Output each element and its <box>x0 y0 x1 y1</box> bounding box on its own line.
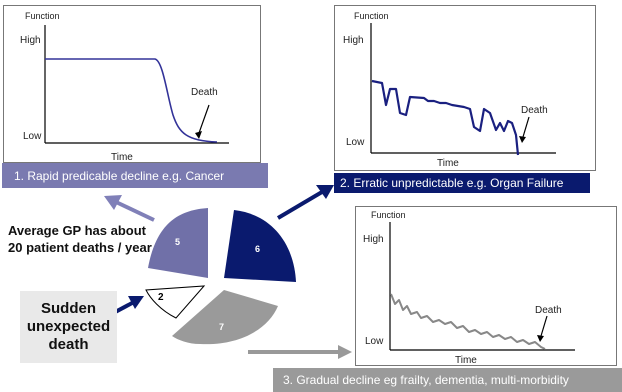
panel3-death-label: Death <box>535 305 562 316</box>
pie-segment-2-label: 2 <box>158 292 164 303</box>
panel1-death-arrowhead <box>195 131 202 139</box>
arrow-sudden-head <box>128 296 144 309</box>
panel-erratic-decline: Function High Low Time Death <box>334 5 596 171</box>
panel1-low-label: Low <box>23 131 42 142</box>
panel2-death-arrowhead <box>519 136 526 143</box>
panel1-x-label: Time <box>111 152 133 163</box>
sudden-line2: unexpected <box>26 318 111 335</box>
arrow-to-panel1-head <box>104 195 122 210</box>
pie-segment-5 <box>148 208 208 278</box>
panel2-y-label: Function <box>354 11 389 21</box>
panel1-curve <box>45 58 218 143</box>
panel2-x-label: Time <box>437 158 459 169</box>
panel1-death-arrow <box>198 104 210 134</box>
panel-gradual-decline: Function High Low Time Death <box>355 206 617 366</box>
arrow-to-panel2-head <box>316 185 334 199</box>
panel2-curve <box>371 79 520 156</box>
sudden-line1: Sudden <box>40 300 96 317</box>
pie-segment-7-label: 7 <box>219 322 224 332</box>
sudden-death-box: Sudden unexpected death <box>20 291 117 363</box>
panel3-death-arrowhead <box>537 335 544 342</box>
arrow-to-panel3-head <box>338 345 352 359</box>
panel1-high-label: High <box>20 35 41 46</box>
panel2-high-label: High <box>343 35 364 46</box>
pie-segment-6-label: 6 <box>255 244 260 254</box>
panel3-death-arrow <box>540 315 548 337</box>
panel2-caption: 2. Erratic unpredictable e.g. Organ Fail… <box>333 172 591 194</box>
panel3-caption: 3. Gradual decline eg frailty, dementia,… <box>273 368 622 392</box>
panel3-x-label: Time <box>455 355 477 366</box>
panel3-high-label: High <box>363 234 384 245</box>
panel3-y-label: Function <box>371 210 406 220</box>
panel1-death-label: Death <box>191 87 218 98</box>
pie-segment-6 <box>224 210 296 282</box>
panel1-caption: 1. Rapid predicable decline e.g. Cancer <box>2 163 268 188</box>
arrow-to-panel2 <box>276 190 324 220</box>
panel3-low-label: Low <box>365 336 384 347</box>
pie-segment-7 <box>172 290 278 345</box>
panel3-curve <box>390 293 546 350</box>
arrow-to-panel1 <box>115 200 155 222</box>
panel2-low-label: Low <box>346 137 365 148</box>
pie-segment-5-label: 5 <box>175 237 180 247</box>
panel-rapid-decline: Function High Low Time Death <box>3 5 261 163</box>
panel2-death-label: Death <box>521 105 548 116</box>
sudden-line3: death <box>48 336 89 353</box>
panel2-death-arrow <box>522 116 530 138</box>
pie-segment-2 <box>145 285 206 319</box>
average-gp-deaths-text: Average GP has about 20 patient deaths /… <box>8 223 152 255</box>
panel1-y-label: Function <box>25 11 60 21</box>
